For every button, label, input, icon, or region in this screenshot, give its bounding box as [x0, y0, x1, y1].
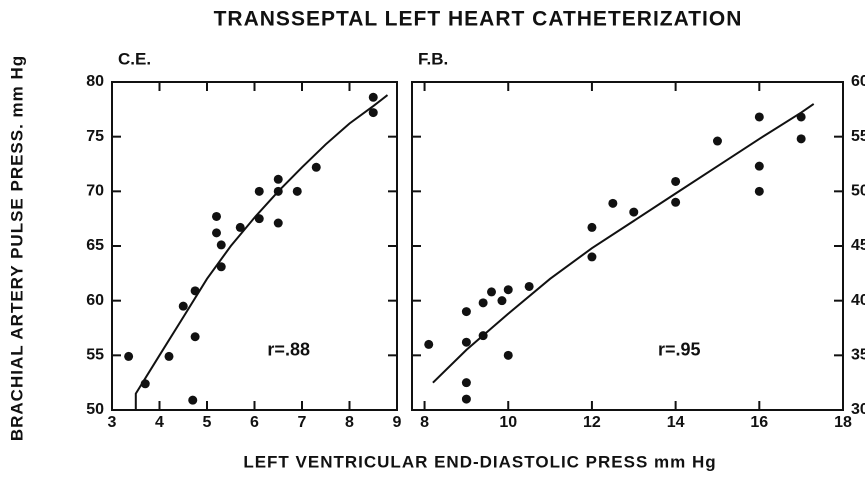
x-axis-title: LEFT VENTRICULAR END-DIASTOLIC PRESS mm …	[243, 452, 716, 471]
y-tick-label: 35	[851, 347, 865, 364]
data-point	[178, 301, 188, 311]
fit-line	[432, 103, 815, 384]
data-point	[461, 337, 471, 347]
data-point	[754, 112, 764, 122]
data-point	[487, 287, 497, 297]
data-point	[273, 218, 283, 228]
data-point	[254, 214, 264, 224]
y-tick-label: 70	[86, 183, 104, 200]
data-point	[754, 161, 764, 171]
data-point	[216, 240, 226, 250]
y-tick-label: 50	[86, 401, 104, 418]
data-point	[461, 394, 471, 404]
y-tick-label: 30	[851, 401, 865, 418]
x-tick-label: 9	[393, 414, 402, 431]
chart-title: TRANSSEPTAL LEFT HEART CATHETERIZATION	[214, 8, 743, 31]
x-tick-label: 8	[420, 414, 429, 431]
data-point	[254, 186, 264, 196]
data-point	[273, 174, 283, 184]
x-tick-label: 18	[834, 414, 852, 431]
plot-frame	[411, 81, 844, 411]
data-point	[587, 252, 597, 262]
data-point	[212, 211, 221, 221]
y-tick-label: 75	[86, 128, 104, 145]
data-point	[368, 108, 378, 118]
data-point	[424, 339, 434, 349]
data-point	[368, 92, 378, 102]
annotation: r=.95	[658, 340, 701, 360]
y-tick-label: 45	[851, 237, 865, 254]
y-tick-label: 60	[851, 73, 865, 90]
data-point	[461, 378, 471, 388]
plot-frame	[111, 81, 398, 411]
data-point	[212, 228, 221, 238]
x-tick-label: 5	[203, 414, 212, 431]
x-tick-label: 4	[155, 414, 164, 431]
x-tick-label: 8	[345, 414, 354, 431]
data-point	[292, 186, 302, 196]
x-tick-label: 7	[298, 414, 307, 431]
data-point	[503, 350, 513, 360]
x-tick-label: 12	[583, 414, 601, 431]
data-point	[461, 307, 471, 317]
y-tick-label: 80	[86, 73, 104, 90]
data-point	[478, 298, 488, 308]
data-point	[796, 134, 806, 144]
x-tick-label: 16	[750, 414, 768, 431]
data-point	[124, 351, 134, 361]
data-point	[164, 351, 174, 361]
data-point	[629, 207, 639, 217]
y-axis-title: BRACHIAL ARTERY PULSE PRESS. mm Hg	[7, 55, 26, 441]
panel-subtitle: F.B.	[418, 49, 448, 68]
data-point	[712, 136, 722, 146]
y-tick-label: 50	[851, 183, 865, 200]
x-tick-label: 14	[667, 414, 685, 431]
data-point	[671, 176, 681, 186]
data-point	[190, 332, 200, 342]
x-tick-label: 3	[108, 414, 117, 431]
data-point	[754, 186, 764, 196]
data-point	[587, 222, 597, 232]
data-point	[497, 296, 507, 306]
y-tick-label: 65	[86, 237, 104, 254]
fit-line	[134, 94, 389, 410]
data-point	[608, 198, 618, 208]
data-point	[216, 262, 226, 272]
panel-subtitle: C.E.	[118, 49, 151, 68]
y-tick-label: 60	[86, 292, 104, 309]
data-point	[671, 197, 681, 207]
y-tick-label: 55	[86, 347, 104, 364]
data-point	[311, 162, 321, 172]
x-tick-label: 10	[499, 414, 517, 431]
y-tick-label: 40	[851, 292, 865, 309]
data-point	[235, 222, 245, 232]
annotation: r=.88	[267, 340, 310, 360]
data-point	[524, 281, 534, 291]
data-point	[188, 395, 198, 405]
data-point	[503, 285, 513, 295]
y-tick-label: 55	[851, 128, 865, 145]
x-tick-label: 6	[250, 414, 259, 431]
